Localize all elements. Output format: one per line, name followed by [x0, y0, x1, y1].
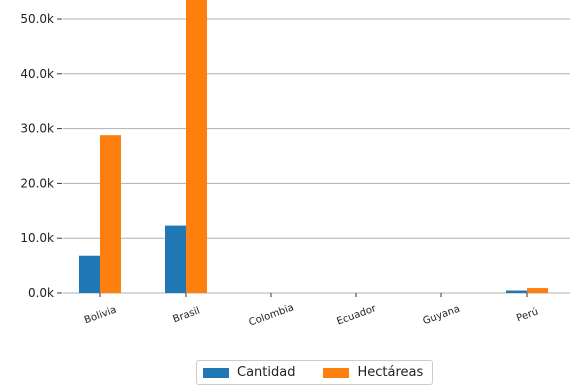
legend-item-cantidad: Cantidad: [203, 365, 295, 380]
legend-label-cantidad: Cantidad: [237, 365, 296, 380]
bars: [79, 0, 548, 293]
bar-hectreas-perú: [527, 288, 548, 293]
y-axis-ticks: 0.0k 10.0k 20.0k 30.0k 40.0k 50.0k: [20, 12, 62, 300]
x-axis-ticks: Bolivia Brasil Colombia Ecuador Guyana Perú: [83, 293, 540, 329]
grid-lines: [63, 18, 570, 294]
bar-cantidad-brasil: [165, 225, 186, 293]
bar-hectreas-brasil: [186, 0, 207, 293]
x-tick-label: Ecuador: [335, 303, 378, 328]
bar-cantidad-bolivia: [79, 255, 100, 293]
legend-label-hectareas: Hectáreas: [357, 365, 424, 380]
bar-cantidad-perú: [506, 290, 527, 293]
legend: Cantidad Hectáreas: [196, 360, 433, 385]
y-tick-label: 0.0k: [28, 286, 54, 300]
x-tick-label: Guyana: [421, 304, 461, 328]
y-tick-label: 10.0k: [20, 231, 54, 245]
x-tick-label: Brasil: [172, 305, 202, 325]
legend-item-hectareas: Hectáreas: [323, 365, 423, 380]
y-tick-label: 20.0k: [20, 176, 54, 190]
x-tick-label: Colombia: [248, 302, 296, 328]
y-tick-label: 30.0k: [20, 122, 54, 136]
x-tick-label: Bolivia: [83, 305, 118, 327]
y-tick-label: 40.0k: [20, 67, 54, 81]
x-tick-label: Perú: [515, 305, 540, 324]
y-tick-label: 50.0k: [20, 12, 54, 26]
legend-swatch-hectareas: [323, 367, 350, 378]
legend-swatch-cantidad: [203, 367, 229, 378]
bar-hectreas-bolivia: [100, 135, 121, 293]
